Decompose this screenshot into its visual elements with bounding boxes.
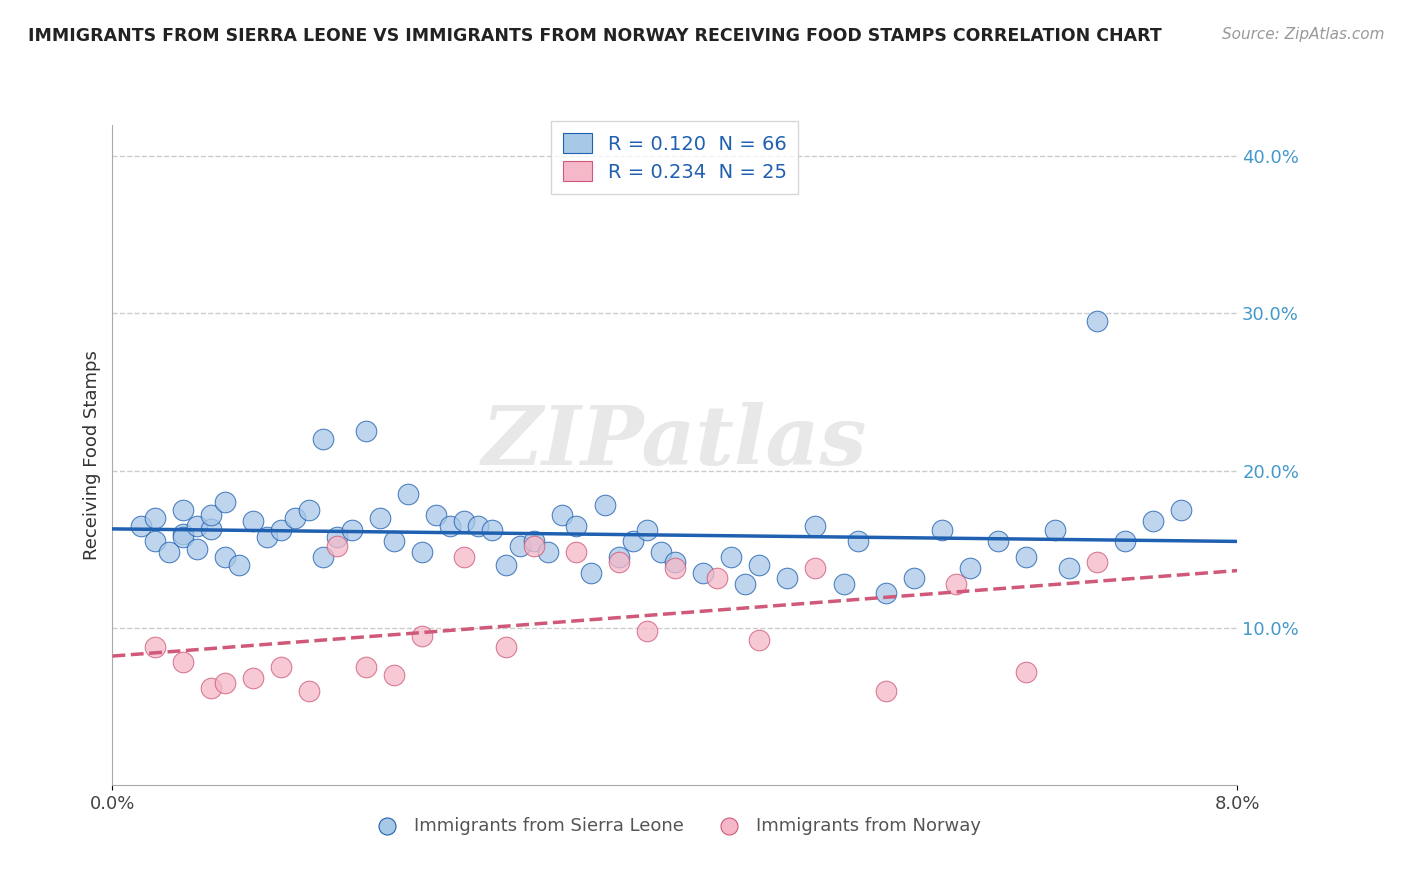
- Point: [551, 508, 574, 522]
- Point: [636, 524, 658, 538]
- Point: [593, 498, 616, 512]
- Text: ZIPatlas: ZIPatlas: [482, 401, 868, 482]
- Point: [987, 534, 1010, 549]
- Point: [453, 550, 475, 565]
- Point: [200, 522, 222, 536]
- Point: [284, 510, 307, 524]
- Point: [776, 570, 799, 584]
- Point: [453, 514, 475, 528]
- Point: [312, 550, 335, 565]
- Point: [495, 558, 517, 572]
- Point: [411, 629, 433, 643]
- Point: [368, 510, 391, 524]
- Point: [607, 555, 630, 569]
- Point: [579, 566, 602, 580]
- Point: [1085, 314, 1108, 328]
- Point: [1170, 503, 1192, 517]
- Point: [256, 530, 278, 544]
- Point: [228, 558, 250, 572]
- Point: [636, 624, 658, 638]
- Point: [875, 586, 897, 600]
- Point: [692, 566, 714, 580]
- Point: [214, 550, 236, 565]
- Point: [143, 534, 166, 549]
- Point: [298, 503, 321, 517]
- Point: [748, 633, 770, 648]
- Point: [523, 534, 546, 549]
- Point: [382, 534, 405, 549]
- Point: [143, 510, 166, 524]
- Point: [1085, 555, 1108, 569]
- Point: [565, 518, 588, 533]
- Point: [607, 550, 630, 565]
- Point: [354, 425, 377, 439]
- Point: [354, 660, 377, 674]
- Point: [425, 508, 447, 522]
- Point: [242, 671, 264, 685]
- Point: [1057, 561, 1080, 575]
- Point: [1015, 550, 1038, 565]
- Point: [875, 683, 897, 698]
- Point: [214, 495, 236, 509]
- Point: [903, 570, 925, 584]
- Point: [200, 681, 222, 695]
- Point: [734, 576, 756, 591]
- Point: [945, 576, 967, 591]
- Point: [143, 640, 166, 654]
- Point: [172, 530, 194, 544]
- Point: [1142, 514, 1164, 528]
- Point: [846, 534, 869, 549]
- Point: [326, 530, 349, 544]
- Point: [411, 545, 433, 559]
- Point: [326, 539, 349, 553]
- Point: [312, 432, 335, 446]
- Point: [172, 526, 194, 541]
- Point: [804, 518, 827, 533]
- Point: [509, 539, 531, 553]
- Point: [186, 542, 208, 557]
- Text: Source: ZipAtlas.com: Source: ZipAtlas.com: [1222, 27, 1385, 42]
- Point: [664, 555, 686, 569]
- Point: [523, 539, 546, 553]
- Point: [270, 524, 292, 538]
- Point: [565, 545, 588, 559]
- Point: [396, 487, 419, 501]
- Point: [270, 660, 292, 674]
- Point: [242, 514, 264, 528]
- Point: [959, 561, 981, 575]
- Point: [481, 524, 503, 538]
- Point: [172, 503, 194, 517]
- Legend: R = 0.120  N = 66, R = 0.234  N = 25: R = 0.120 N = 66, R = 0.234 N = 25: [551, 121, 799, 194]
- Point: [804, 561, 827, 575]
- Point: [664, 561, 686, 575]
- Point: [748, 558, 770, 572]
- Point: [832, 576, 855, 591]
- Point: [931, 524, 953, 538]
- Point: [537, 545, 560, 559]
- Point: [214, 675, 236, 690]
- Point: [467, 518, 489, 533]
- Point: [706, 570, 728, 584]
- Point: [340, 524, 363, 538]
- Point: [495, 640, 517, 654]
- Point: [621, 534, 644, 549]
- Point: [298, 683, 321, 698]
- Point: [172, 656, 194, 670]
- Point: [200, 508, 222, 522]
- Point: [720, 550, 742, 565]
- Point: [382, 668, 405, 682]
- Point: [157, 545, 180, 559]
- Point: [1043, 524, 1066, 538]
- Text: IMMIGRANTS FROM SIERRA LEONE VS IMMIGRANTS FROM NORWAY RECEIVING FOOD STAMPS COR: IMMIGRANTS FROM SIERRA LEONE VS IMMIGRAN…: [28, 27, 1161, 45]
- Point: [439, 518, 461, 533]
- Y-axis label: Receiving Food Stamps: Receiving Food Stamps: [83, 350, 101, 560]
- Point: [1114, 534, 1136, 549]
- Point: [650, 545, 672, 559]
- Point: [129, 518, 152, 533]
- Point: [186, 518, 208, 533]
- Point: [1015, 665, 1038, 679]
